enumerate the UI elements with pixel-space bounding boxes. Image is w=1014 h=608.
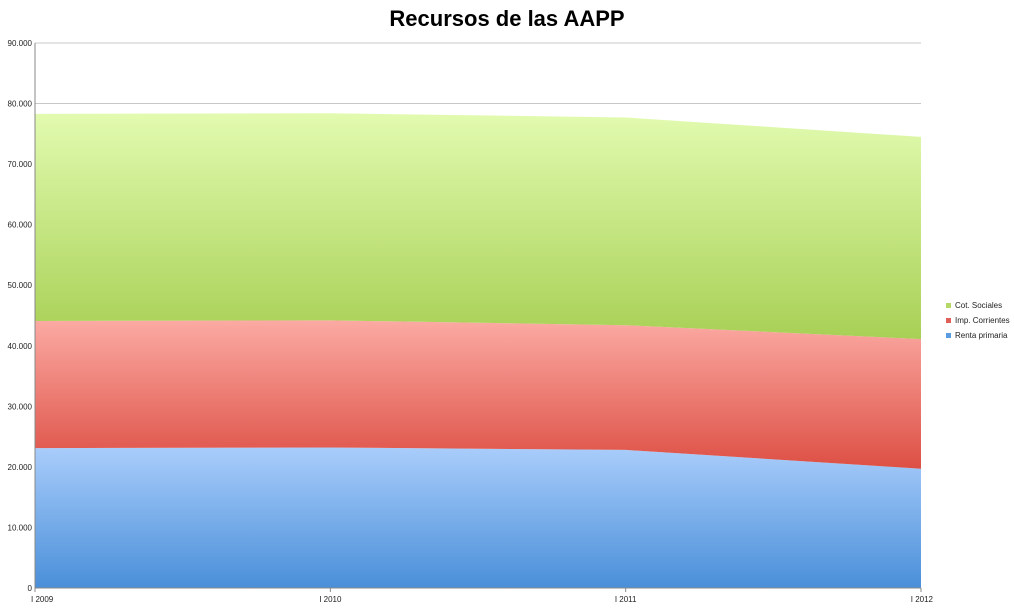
y-tick-label: 90.000: [8, 39, 33, 48]
x-tick-label: I 2011: [615, 595, 637, 604]
legend-swatch: [946, 333, 951, 338]
y-tick-label: 40.000: [8, 342, 33, 351]
legend-label: Cot. Sociales: [955, 301, 1003, 310]
area-series: [35, 113, 921, 588]
area-imp-corrientes: [35, 320, 921, 469]
area-cot-sociales: [35, 113, 921, 340]
y-tick-label: 20.000: [8, 463, 33, 472]
legend-label: Renta primaria: [955, 331, 1008, 340]
x-tick-labels: I 2009 I 2010 I 2011 I 2012: [31, 595, 934, 604]
x-tick-label: I 2012: [911, 595, 934, 604]
legend-item-cot-sociales: Cot. Sociales: [946, 298, 1010, 313]
y-tick-label: 80.000: [8, 100, 33, 109]
axes: [34, 43, 922, 592]
y-tick-label: 70.000: [8, 160, 33, 169]
legend-item-renta-primaria: Renta primaria: [946, 328, 1010, 343]
y-tick-label: 30.000: [8, 402, 33, 411]
y-tick-label: 10.000: [8, 523, 33, 532]
y-tick-labels: 0 10.000 20.000 30.000 40.000 50.000 60.000 70.…: [8, 39, 33, 593]
legend: Cot. Sociales Imp. Corrientes Renta prim…: [946, 298, 1010, 343]
legend-swatch: [946, 303, 951, 308]
legend-item-imp-corrientes: Imp. Corrientes: [946, 313, 1010, 328]
y-tick-label: 50.000: [8, 281, 33, 290]
chart-title: Recursos de las AAPP: [389, 6, 625, 31]
x-tick-label: I 2010: [319, 595, 342, 604]
legend-label: Imp. Corrientes: [955, 316, 1010, 325]
x-tick-label: I 2009: [31, 595, 54, 604]
area-renta-primaria: [35, 447, 921, 588]
y-tick-label: 60.000: [8, 221, 33, 230]
y-tick-label: 0: [28, 584, 33, 593]
legend-swatch: [946, 318, 951, 323]
